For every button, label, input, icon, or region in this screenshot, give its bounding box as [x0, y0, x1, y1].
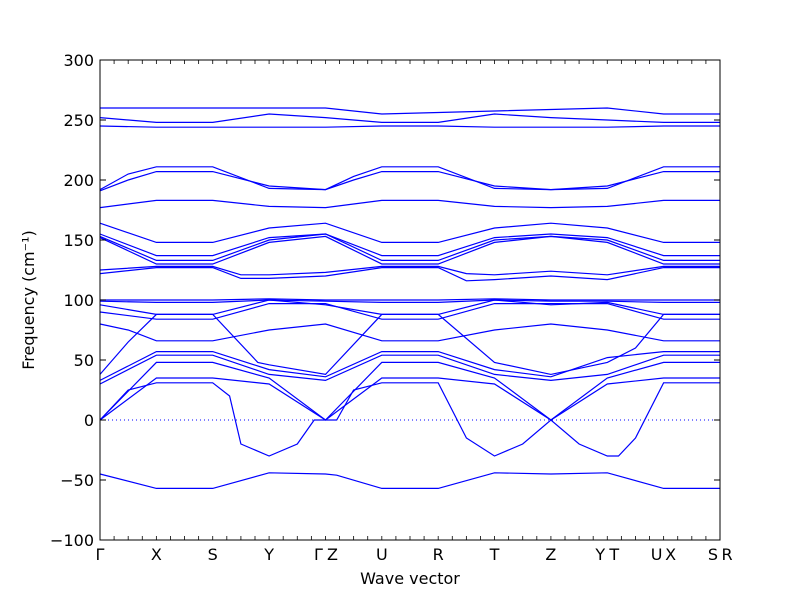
y-tick-label: 150	[63, 231, 94, 250]
band-line	[99, 233, 720, 257]
x-tick-label: U	[651, 545, 663, 564]
x-tick-label: R	[721, 545, 732, 564]
band-line	[100, 298, 720, 301]
y-tick-label: 300	[63, 51, 94, 70]
band-line	[99, 313, 720, 376]
band-line	[99, 361, 720, 421]
x-tick-label: Y	[594, 545, 605, 564]
band-line	[99, 233, 720, 261]
x-tick-label: X	[151, 545, 162, 564]
x-tick-label: Z	[327, 545, 338, 564]
x-tick-label: T	[608, 545, 619, 564]
x-tick-label: Z	[545, 545, 556, 564]
band-line	[99, 125, 720, 128]
band-line	[99, 171, 720, 192]
band-line	[99, 354, 720, 385]
y-tick-label: −100	[50, 531, 94, 550]
band-line	[99, 113, 720, 124]
band-line	[99, 166, 720, 191]
x-tick-label: S	[708, 545, 718, 564]
y-tick-label: 250	[63, 111, 94, 130]
band-line	[99, 382, 720, 457]
band-line	[99, 351, 720, 381]
y-axis-title: Frequency (cm⁻¹)	[19, 230, 38, 369]
band-line	[99, 299, 720, 303]
band-line	[99, 472, 720, 489]
x-axis-title: Wave vector	[360, 569, 460, 588]
band-line	[99, 377, 720, 421]
band-line	[99, 267, 720, 282]
band-line	[100, 107, 720, 115]
x-tick-label: U	[376, 545, 388, 564]
band-line	[99, 303, 720, 320]
x-tick-label: X	[665, 545, 676, 564]
y-tick-label: 200	[63, 171, 94, 190]
x-tick-label: Y	[263, 545, 274, 564]
x-tick-label: T	[489, 545, 500, 564]
x-tick-label: S	[208, 545, 218, 564]
y-tick-label: 100	[63, 291, 94, 310]
band-line	[99, 222, 720, 243]
plot-lines	[99, 107, 720, 489]
y-tick-label: 50	[74, 351, 94, 370]
band-line	[99, 323, 720, 342]
band-line	[99, 199, 720, 209]
y-tick-label: −50	[60, 471, 94, 490]
y-axis-ticks: −100 −50 0 50 100 150 200 250 300	[50, 51, 720, 550]
band-line	[99, 265, 720, 276]
band-line	[99, 235, 720, 265]
x-tick-label: Γ	[314, 545, 323, 564]
x-tick-label: R	[433, 545, 444, 564]
x-tick-label: Γ	[96, 545, 105, 564]
y-tick-label: 0	[84, 411, 94, 430]
